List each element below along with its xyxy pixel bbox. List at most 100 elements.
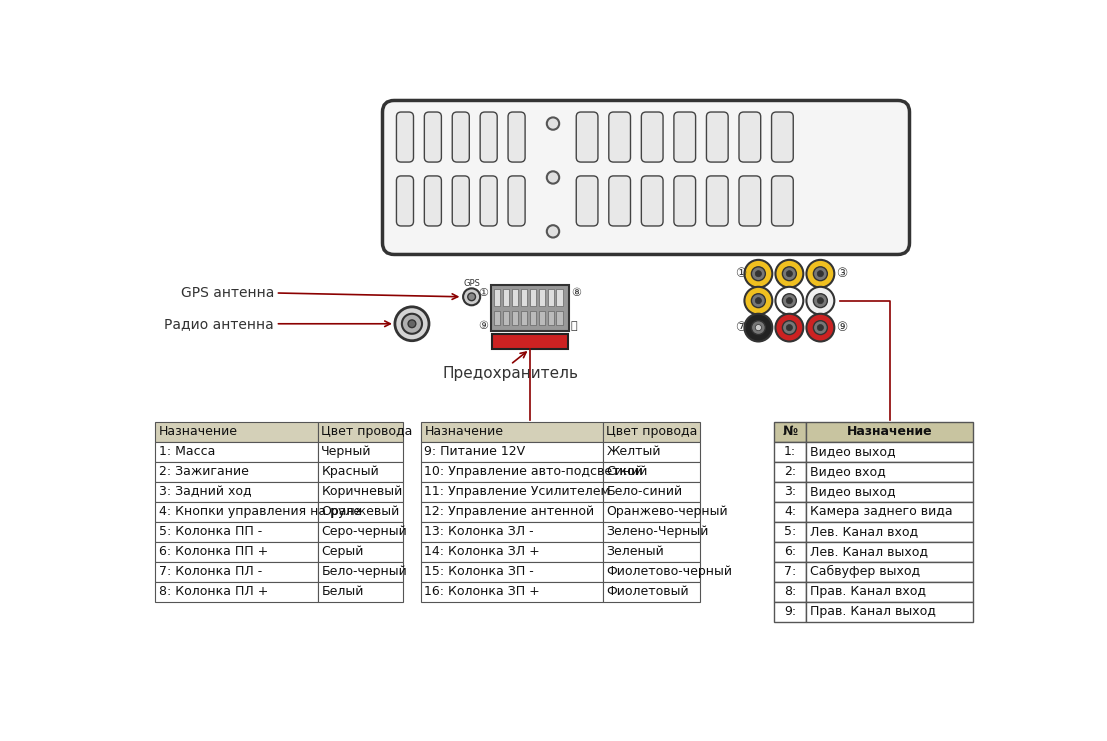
Text: Серо-черный: Серо-черный — [321, 525, 407, 538]
Circle shape — [806, 313, 835, 342]
Bar — [806, 542, 973, 562]
Bar — [155, 482, 318, 502]
Bar — [422, 422, 603, 442]
Bar — [503, 310, 509, 325]
Text: 13: Колонка ЗЛ -: 13: Колонка ЗЛ - — [424, 525, 534, 538]
Bar — [503, 289, 509, 306]
Text: 7: Колонка ПЛ -: 7: Колонка ПЛ - — [158, 565, 261, 578]
Circle shape — [817, 325, 824, 330]
Bar — [774, 562, 806, 582]
Bar — [155, 522, 318, 542]
Circle shape — [744, 287, 773, 314]
Text: Оранжевый: Оранжевый — [321, 505, 400, 518]
Bar — [155, 542, 318, 562]
Circle shape — [817, 270, 824, 277]
Bar — [603, 462, 701, 482]
Text: 8: Колонка ПЛ +: 8: Колонка ПЛ + — [158, 585, 268, 598]
Text: 12: Управление антенной: 12: Управление антенной — [424, 505, 594, 518]
Text: ⑯: ⑯ — [571, 322, 578, 331]
Circle shape — [775, 313, 804, 342]
Text: Белый: Белый — [321, 585, 364, 598]
Text: Черный: Черный — [321, 445, 372, 458]
Bar — [318, 422, 403, 442]
Circle shape — [817, 298, 824, 304]
Text: 1: Масса: 1: Масса — [158, 445, 215, 458]
Text: Лев. Канал выход: Лев. Канал выход — [809, 545, 928, 558]
Bar — [806, 602, 973, 622]
Circle shape — [814, 267, 827, 281]
Text: Зелено-Черный: Зелено-Черный — [607, 525, 708, 538]
Text: Прав. Канал выход: Прав. Канал выход — [809, 605, 935, 618]
FancyBboxPatch shape — [396, 176, 414, 226]
Text: №: № — [783, 425, 798, 438]
Circle shape — [752, 293, 765, 308]
Text: ①: ① — [735, 268, 747, 280]
Bar — [318, 562, 403, 582]
Bar — [603, 522, 701, 542]
FancyBboxPatch shape — [508, 112, 525, 162]
Text: 14: Колонка ЗЛ +: 14: Колонка ЗЛ + — [424, 545, 540, 558]
Text: Оранжево-черный: Оранжево-черный — [607, 505, 728, 518]
Bar — [774, 482, 806, 502]
Text: Сабвуфер выход: Сабвуфер выход — [809, 565, 920, 578]
Bar — [155, 502, 318, 522]
Bar — [494, 289, 500, 306]
Bar — [539, 289, 545, 306]
Text: ⑧: ⑧ — [571, 288, 581, 298]
Text: Назначение: Назначение — [847, 425, 932, 438]
Text: Видео выход: Видео выход — [809, 445, 896, 458]
Circle shape — [752, 321, 765, 334]
Text: 3: Задний ход: 3: Задний ход — [158, 485, 251, 498]
Bar — [511, 289, 518, 306]
Text: Назначение: Назначение — [158, 425, 238, 438]
Text: Прав. Канал вход: Прав. Канал вход — [809, 585, 925, 598]
Text: 15: Колонка ЗП -: 15: Колонка ЗП - — [424, 565, 534, 578]
Circle shape — [783, 267, 796, 281]
Bar — [422, 542, 603, 562]
Bar — [422, 522, 603, 542]
Text: 6:: 6: — [784, 545, 796, 558]
Bar — [318, 522, 403, 542]
Text: 11: Управление Усилителем: 11: Управление Усилителем — [424, 485, 610, 498]
FancyBboxPatch shape — [706, 112, 728, 162]
Text: 2: Зажигание: 2: Зажигание — [158, 465, 248, 478]
FancyBboxPatch shape — [772, 112, 794, 162]
Text: GPS антенна: GPS антенна — [180, 286, 275, 300]
Bar — [318, 482, 403, 502]
Bar — [530, 310, 536, 325]
FancyBboxPatch shape — [480, 176, 497, 226]
Bar — [530, 289, 536, 306]
Text: Камера заднего вида: Камера заднего вида — [809, 505, 952, 518]
FancyBboxPatch shape — [641, 112, 663, 162]
Circle shape — [395, 307, 430, 341]
Bar — [511, 310, 518, 325]
Circle shape — [786, 325, 793, 330]
Text: 7:: 7: — [784, 565, 796, 578]
Circle shape — [786, 298, 793, 304]
Bar — [603, 422, 701, 442]
Text: ⑦: ⑦ — [735, 321, 747, 334]
Text: Серый: Серый — [321, 545, 364, 558]
Circle shape — [783, 293, 796, 308]
Bar — [155, 442, 318, 462]
Text: Назначение: Назначение — [424, 425, 504, 438]
Circle shape — [547, 225, 559, 238]
Bar — [806, 482, 973, 502]
Bar — [774, 602, 806, 622]
Text: Красный: Красный — [321, 465, 379, 478]
Bar — [155, 462, 318, 482]
Bar — [603, 562, 701, 582]
Bar — [774, 442, 806, 462]
Bar — [806, 562, 973, 582]
Text: ③: ③ — [836, 268, 847, 280]
FancyBboxPatch shape — [739, 112, 761, 162]
Text: 10: Управление авто-подсветкой: 10: Управление авто-подсветкой — [424, 465, 643, 478]
Text: 1:: 1: — [784, 445, 796, 458]
Bar — [603, 582, 701, 602]
Bar — [422, 442, 603, 462]
Text: 6: Колонка ПП +: 6: Колонка ПП + — [158, 545, 268, 558]
Bar — [492, 285, 569, 331]
Bar — [422, 462, 603, 482]
Text: Фиолетово-черный: Фиолетово-черный — [607, 565, 733, 578]
Bar — [774, 542, 806, 562]
